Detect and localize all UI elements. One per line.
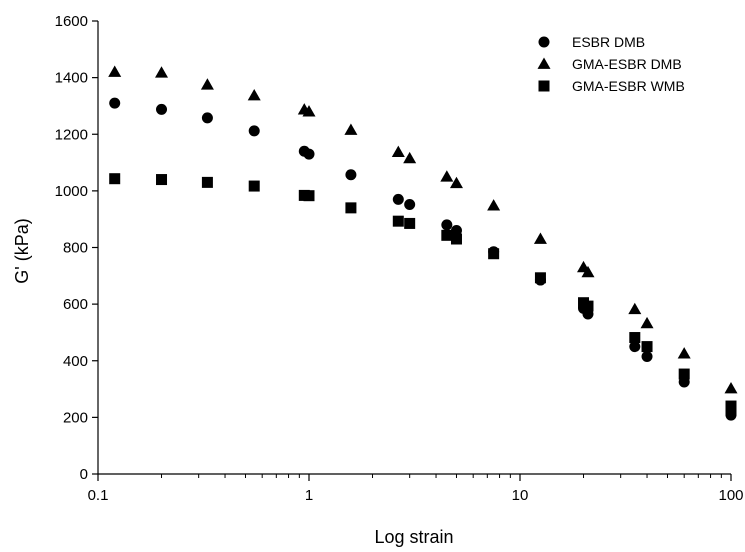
- x-tick-label: 1: [305, 487, 313, 504]
- data-point-square: [392, 215, 404, 227]
- data-point-square: [345, 202, 357, 214]
- data-point-square: [404, 217, 416, 229]
- data-point-circle: [641, 351, 653, 363]
- data-point-triangle: [344, 123, 358, 135]
- data-point-circle: [109, 97, 121, 109]
- legend-label: GMA-ESBR WMB: [572, 78, 685, 94]
- series-square: [109, 173, 737, 416]
- data-point-triangle: [391, 145, 405, 157]
- data-point-circle: [629, 341, 641, 353]
- series-circle: [109, 97, 737, 421]
- data-point-triangle: [533, 232, 547, 244]
- data-point-triangle: [108, 65, 122, 77]
- data-point-circle: [450, 225, 462, 237]
- data-point-circle: [248, 125, 260, 137]
- data-point-triangle: [302, 105, 316, 117]
- data-point-triangle: [677, 347, 691, 359]
- data-point-triangle: [247, 88, 261, 101]
- data-point-circle: [441, 219, 453, 231]
- y-tick-label: 0: [80, 466, 88, 483]
- x-axis-title: Log strain: [374, 527, 453, 547]
- data-point-square: [156, 174, 168, 186]
- data-point-square: [248, 180, 260, 192]
- data-point-square: [641, 341, 653, 353]
- data-point-square: [582, 300, 594, 312]
- data-point-square: [109, 173, 121, 185]
- data-point-circle: [404, 198, 416, 210]
- data-point-circle: [345, 169, 357, 181]
- y-tick-label: 200: [63, 409, 88, 426]
- data-point-square: [488, 248, 500, 260]
- series-triangle: [108, 65, 738, 394]
- data-point-triangle: [581, 265, 595, 278]
- data-point-circle: [201, 112, 213, 124]
- data-point-triangle: [200, 78, 214, 90]
- data-point-square: [441, 229, 453, 241]
- y-tick-label: 800: [63, 240, 88, 257]
- legend: ESBR DMB GMA-ESBR DMB GMA-ESBR WMB: [537, 34, 685, 94]
- data-point-square: [303, 190, 315, 202]
- y-tick-label: 1200: [55, 126, 88, 143]
- x-tick-label: 0.1: [88, 487, 109, 504]
- data-point-triangle: [440, 170, 454, 182]
- data-point-square: [201, 176, 213, 188]
- data-point-square: [725, 404, 737, 416]
- data-point-triangle: [628, 302, 642, 315]
- legend-marker-circle: [538, 36, 550, 48]
- y-tick-label: 1600: [55, 13, 88, 30]
- data-point-triangle: [724, 381, 738, 394]
- data-point-triangle: [155, 66, 169, 78]
- x-tick-label: 100: [718, 487, 743, 504]
- data-point-circle: [156, 103, 168, 115]
- legend-label: ESBR DMB: [572, 34, 645, 50]
- data-point-square: [678, 368, 690, 380]
- legend-label: GMA-ESBR DMB: [572, 56, 682, 72]
- y-axis-title: G' (kPa): [12, 218, 32, 283]
- data-points: [108, 65, 738, 421]
- data-point-square: [450, 233, 462, 245]
- axes: 0 200 400 600 800 1000 1200 1400 1600 0.1 1 10 100: [55, 13, 744, 504]
- legend-marker-square: [538, 80, 550, 92]
- x-tick-label: 10: [512, 487, 529, 504]
- y-tick-label: 1400: [55, 70, 88, 87]
- legend-marker-triangle: [537, 57, 551, 69]
- data-point-triangle: [487, 199, 501, 211]
- y-tick-label: 600: [63, 296, 88, 313]
- data-point-triangle: [449, 176, 463, 189]
- data-point-square: [629, 332, 641, 344]
- data-point-triangle: [403, 151, 417, 164]
- data-point-circle: [392, 193, 404, 205]
- y-tick-label: 400: [63, 353, 88, 370]
- data-point-square: [534, 272, 546, 284]
- data-point-circle: [303, 148, 315, 160]
- y-tick-label: 1000: [55, 183, 88, 200]
- data-point-triangle: [640, 316, 654, 329]
